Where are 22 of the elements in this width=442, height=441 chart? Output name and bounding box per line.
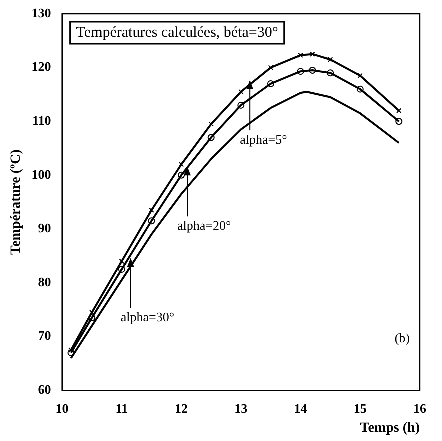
y-tick-label: 90 xyxy=(38,220,52,236)
x-tick-label: 12 xyxy=(175,400,188,416)
y-tick-label: 70 xyxy=(38,328,52,344)
x-tick-label: 16 xyxy=(414,400,427,416)
y-tick-label: 100 xyxy=(32,166,52,182)
x-tick-label: 15 xyxy=(354,400,368,416)
x-tick-label: 13 xyxy=(234,400,248,416)
text: Températures calculées, béta=30° xyxy=(76,24,278,41)
y-axis-title: Température (ºC) xyxy=(9,149,24,255)
y-tick-label: 60 xyxy=(38,382,52,397)
x-tick-label: 14 xyxy=(294,400,308,416)
y-tick-label: 110 xyxy=(32,112,52,128)
annotation: alpha=20° xyxy=(177,218,232,234)
annotation: alpha=30° xyxy=(120,310,175,325)
y-tick-label: 130 xyxy=(32,5,52,20)
annotation: alpha=5° xyxy=(240,132,288,147)
x-axis-title: Temps (h) xyxy=(360,421,420,436)
x-tick-label: 10 xyxy=(56,400,69,416)
annotation: (b) xyxy=(394,330,410,346)
x-tick-label: 11 xyxy=(116,400,128,416)
y-tick-label: 80 xyxy=(38,274,52,290)
y-tick-label: 120 xyxy=(32,59,52,74)
